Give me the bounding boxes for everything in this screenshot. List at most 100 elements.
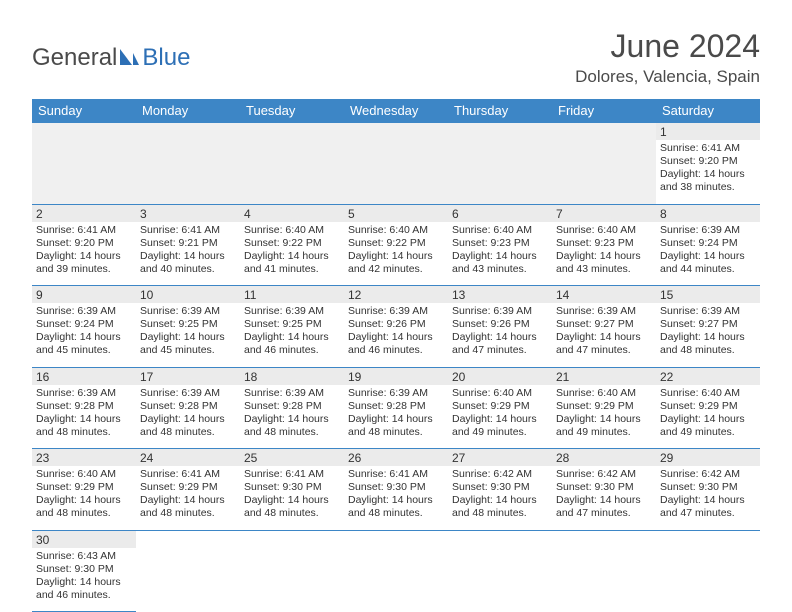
- day-details: Sunrise: 6:41 AMSunset: 9:20 PMDaylight:…: [36, 224, 132, 277]
- week-row: Sunrise: 6:41 AMSunset: 9:20 PMDaylight:…: [32, 140, 760, 204]
- day-number: 3: [136, 204, 240, 222]
- day-cell: Sunrise: 6:39 AMSunset: 9:27 PMDaylight:…: [656, 303, 760, 367]
- day-details: Sunrise: 6:39 AMSunset: 9:28 PMDaylight:…: [36, 387, 132, 440]
- day-cell: Sunrise: 6:39 AMSunset: 9:28 PMDaylight:…: [344, 385, 448, 449]
- day-number: 2: [32, 204, 136, 222]
- day-number: 18: [240, 367, 344, 385]
- logo: General Blue: [32, 28, 190, 72]
- day-cell: Sunrise: 6:39 AMSunset: 9:28 PMDaylight:…: [136, 385, 240, 449]
- day-cell: Sunrise: 6:39 AMSunset: 9:24 PMDaylight:…: [32, 303, 136, 367]
- day-details: Sunrise: 6:41 AMSunset: 9:20 PMDaylight:…: [660, 142, 756, 195]
- week-row: Sunrise: 6:40 AMSunset: 9:29 PMDaylight:…: [32, 466, 760, 530]
- logo-text-blue: Blue: [142, 44, 190, 72]
- day-number: 1: [656, 123, 760, 141]
- day-number: 9: [32, 286, 136, 304]
- week-row: Sunrise: 6:39 AMSunset: 9:28 PMDaylight:…: [32, 385, 760, 449]
- day-details: Sunrise: 6:39 AMSunset: 9:28 PMDaylight:…: [140, 387, 236, 440]
- day-number: 4: [240, 204, 344, 222]
- day-number: 17: [136, 367, 240, 385]
- day-cell: Sunrise: 6:42 AMSunset: 9:30 PMDaylight:…: [656, 466, 760, 530]
- empty-daynum: [656, 530, 760, 548]
- day-number: 27: [448, 449, 552, 467]
- empty-cell: [448, 548, 552, 612]
- calendar-table: SundayMondayTuesdayWednesdayThursdayFrid…: [32, 99, 760, 612]
- empty-daynum: [136, 123, 240, 141]
- day-details: Sunrise: 6:39 AMSunset: 9:26 PMDaylight:…: [452, 305, 548, 358]
- day-number: 15: [656, 286, 760, 304]
- weekday-header: Wednesday: [344, 99, 448, 123]
- day-cell: Sunrise: 6:40 AMSunset: 9:29 PMDaylight:…: [656, 385, 760, 449]
- day-details: Sunrise: 6:39 AMSunset: 9:25 PMDaylight:…: [140, 305, 236, 358]
- day-details: Sunrise: 6:41 AMSunset: 9:29 PMDaylight:…: [140, 468, 236, 521]
- day-number: 11: [240, 286, 344, 304]
- weekday-header: Tuesday: [240, 99, 344, 123]
- day-details: Sunrise: 6:40 AMSunset: 9:23 PMDaylight:…: [452, 224, 548, 277]
- day-details: Sunrise: 6:40 AMSunset: 9:22 PMDaylight:…: [348, 224, 444, 277]
- day-details: Sunrise: 6:39 AMSunset: 9:28 PMDaylight:…: [348, 387, 444, 440]
- day-cell: Sunrise: 6:41 AMSunset: 9:20 PMDaylight:…: [656, 140, 760, 204]
- day-number-row: 16171819202122: [32, 367, 760, 385]
- day-details: Sunrise: 6:42 AMSunset: 9:30 PMDaylight:…: [660, 468, 756, 521]
- day-cell: Sunrise: 6:40 AMSunset: 9:29 PMDaylight:…: [448, 385, 552, 449]
- day-details: Sunrise: 6:43 AMSunset: 9:30 PMDaylight:…: [36, 550, 132, 603]
- day-details: Sunrise: 6:40 AMSunset: 9:29 PMDaylight:…: [660, 387, 756, 440]
- day-cell: Sunrise: 6:39 AMSunset: 9:28 PMDaylight:…: [32, 385, 136, 449]
- empty-cell: [136, 140, 240, 204]
- day-details: Sunrise: 6:39 AMSunset: 9:25 PMDaylight:…: [244, 305, 340, 358]
- empty-daynum: [32, 123, 136, 141]
- weekday-header: Saturday: [656, 99, 760, 123]
- day-details: Sunrise: 6:42 AMSunset: 9:30 PMDaylight:…: [452, 468, 548, 521]
- empty-cell: [448, 140, 552, 204]
- month-title: June 2024: [575, 28, 760, 65]
- day-cell: Sunrise: 6:39 AMSunset: 9:28 PMDaylight:…: [240, 385, 344, 449]
- day-number: 20: [448, 367, 552, 385]
- day-cell: Sunrise: 6:42 AMSunset: 9:30 PMDaylight:…: [448, 466, 552, 530]
- day-number-row: 23242526272829: [32, 449, 760, 467]
- day-cell: Sunrise: 6:41 AMSunset: 9:21 PMDaylight:…: [136, 222, 240, 286]
- day-details: Sunrise: 6:41 AMSunset: 9:30 PMDaylight:…: [244, 468, 340, 521]
- day-cell: Sunrise: 6:40 AMSunset: 9:22 PMDaylight:…: [240, 222, 344, 286]
- empty-cell: [136, 548, 240, 612]
- title-block: June 2024 Dolores, Valencia, Spain: [575, 28, 760, 87]
- empty-daynum: [344, 123, 448, 141]
- day-details: Sunrise: 6:40 AMSunset: 9:22 PMDaylight:…: [244, 224, 340, 277]
- location: Dolores, Valencia, Spain: [575, 67, 760, 87]
- day-cell: Sunrise: 6:39 AMSunset: 9:24 PMDaylight:…: [656, 222, 760, 286]
- weekday-header: Friday: [552, 99, 656, 123]
- day-number: 14: [552, 286, 656, 304]
- day-details: Sunrise: 6:39 AMSunset: 9:27 PMDaylight:…: [660, 305, 756, 358]
- day-cell: Sunrise: 6:39 AMSunset: 9:25 PMDaylight:…: [136, 303, 240, 367]
- day-cell: Sunrise: 6:39 AMSunset: 9:26 PMDaylight:…: [344, 303, 448, 367]
- empty-daynum: [552, 530, 656, 548]
- empty-daynum: [240, 123, 344, 141]
- day-cell: Sunrise: 6:39 AMSunset: 9:25 PMDaylight:…: [240, 303, 344, 367]
- day-details: Sunrise: 6:40 AMSunset: 9:23 PMDaylight:…: [556, 224, 652, 277]
- day-details: Sunrise: 6:39 AMSunset: 9:27 PMDaylight:…: [556, 305, 652, 358]
- day-number: 29: [656, 449, 760, 467]
- day-number: 6: [448, 204, 552, 222]
- day-cell: Sunrise: 6:40 AMSunset: 9:29 PMDaylight:…: [552, 385, 656, 449]
- empty-daynum: [448, 123, 552, 141]
- empty-cell: [552, 548, 656, 612]
- day-number: 7: [552, 204, 656, 222]
- day-cell: Sunrise: 6:41 AMSunset: 9:30 PMDaylight:…: [344, 466, 448, 530]
- day-cell: Sunrise: 6:43 AMSunset: 9:30 PMDaylight:…: [32, 548, 136, 612]
- sail-icon: [118, 46, 140, 74]
- day-cell: Sunrise: 6:40 AMSunset: 9:23 PMDaylight:…: [448, 222, 552, 286]
- day-cell: Sunrise: 6:39 AMSunset: 9:26 PMDaylight:…: [448, 303, 552, 367]
- empty-daynum: [240, 530, 344, 548]
- day-details: Sunrise: 6:41 AMSunset: 9:21 PMDaylight:…: [140, 224, 236, 277]
- empty-cell: [656, 548, 760, 612]
- page-header: General Blue June 2024 Dolores, Valencia…: [0, 0, 792, 95]
- day-number: 23: [32, 449, 136, 467]
- empty-cell: [32, 140, 136, 204]
- day-number: 21: [552, 367, 656, 385]
- empty-cell: [552, 140, 656, 204]
- logo-text-general: General: [32, 44, 117, 72]
- day-details: Sunrise: 6:42 AMSunset: 9:30 PMDaylight:…: [556, 468, 652, 521]
- day-number: 8: [656, 204, 760, 222]
- day-cell: Sunrise: 6:41 AMSunset: 9:29 PMDaylight:…: [136, 466, 240, 530]
- empty-cell: [344, 140, 448, 204]
- empty-daynum: [136, 530, 240, 548]
- day-number: 16: [32, 367, 136, 385]
